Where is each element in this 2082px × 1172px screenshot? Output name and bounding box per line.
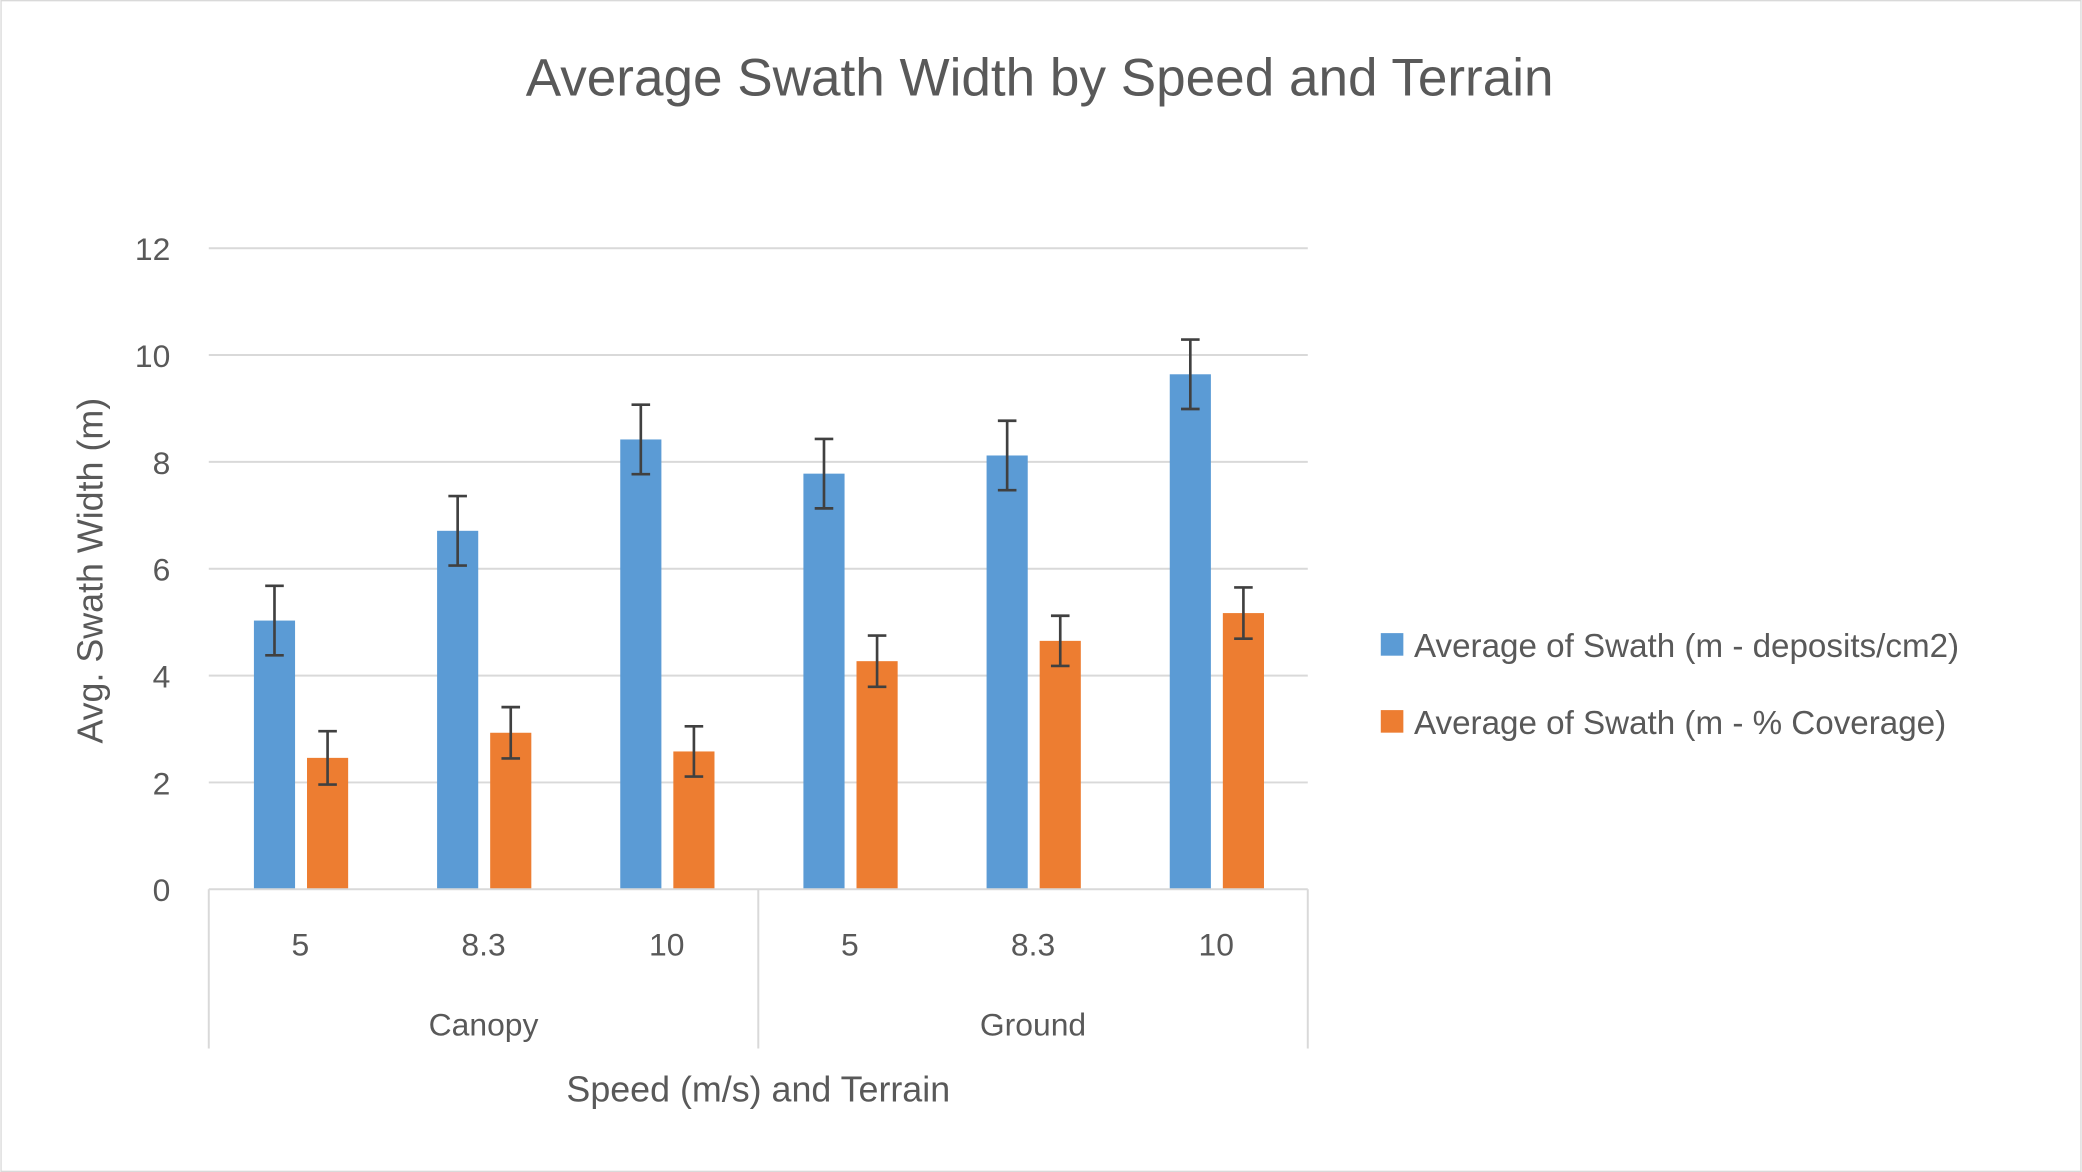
- bar: [1039, 640, 1081, 890]
- bars: [253, 338, 1264, 890]
- bar: [803, 473, 845, 890]
- bar: [1169, 374, 1211, 890]
- legend: Average of Swath (m - deposits/cm2) Avera…: [1380, 628, 1959, 742]
- y-tick-label: 4: [153, 659, 171, 695]
- y-tick-label: 8: [153, 445, 171, 481]
- y-tick-label: 12: [135, 231, 170, 267]
- bar: [856, 661, 898, 890]
- chart-title: Average Swath Width by Speed and Terrain: [526, 49, 1554, 108]
- y-tick-label: 10: [135, 338, 170, 374]
- x-tick-label: 10: [1198, 927, 1233, 963]
- x-axis: 5 8.3 10 5 8.3 10 Canopy Ground: [207, 888, 1309, 1049]
- y-axis-title: Avg. Swath Width (m): [71, 398, 111, 744]
- x-tick-label: 8.3: [461, 927, 505, 963]
- legend-label: Average of Swath (m - % Coverage): [1414, 705, 1946, 742]
- x-tick-label: 5: [292, 927, 310, 963]
- y-tick-label: 2: [153, 765, 171, 801]
- legend-label: Average of Swath (m - deposits/cm2): [1414, 628, 1959, 665]
- y-tick-label: 6: [153, 552, 171, 588]
- y-tick-label: 0: [153, 872, 171, 908]
- x-tick-label: 10: [649, 927, 684, 963]
- bar: [253, 620, 296, 890]
- group-label: Ground: [980, 1006, 1086, 1042]
- bar: [986, 455, 1028, 890]
- x-tick-label: 5: [841, 927, 859, 963]
- legend-swatch: [1380, 710, 1404, 733]
- bar: [437, 530, 479, 890]
- x-axis-title: Speed (m/s) and Terrain: [566, 1070, 950, 1110]
- bar: [620, 439, 662, 890]
- group-label: Canopy: [429, 1006, 539, 1042]
- legend-swatch: [1380, 633, 1404, 656]
- y-tick-labels: 0 2 4 6 8 10 12: [135, 231, 170, 908]
- gridlines: [208, 247, 1308, 784]
- x-tick-label: 8.3: [1011, 927, 1055, 963]
- bar: [1222, 613, 1264, 890]
